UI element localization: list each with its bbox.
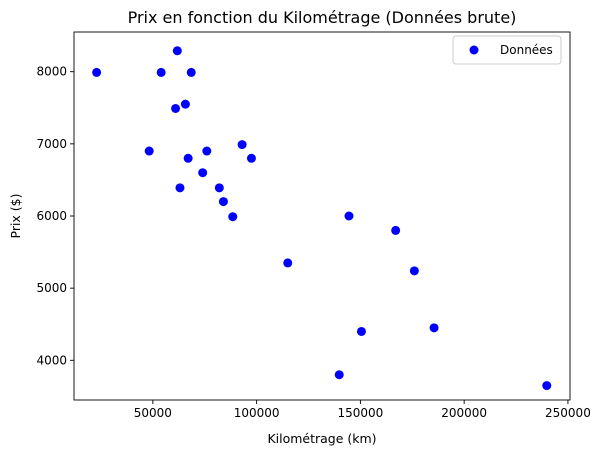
y-tick-label: 6000 xyxy=(36,209,67,223)
chart-title: Prix en fonction du Kilométrage (Données… xyxy=(128,8,517,27)
x-tick-label: 200000 xyxy=(441,406,487,420)
y-tick-label: 5000 xyxy=(36,281,67,295)
x-axis-label: Kilométrage (km) xyxy=(267,431,376,446)
x-tick-label: 100000 xyxy=(234,406,280,420)
data-point xyxy=(246,153,256,163)
y-tick-label: 4000 xyxy=(36,353,67,367)
x-tick-label: 50000 xyxy=(134,406,172,420)
data-point xyxy=(542,381,552,391)
legend-marker xyxy=(469,45,479,55)
data-point xyxy=(172,46,182,56)
y-axis-label: Prix ($) xyxy=(8,193,23,238)
data-point xyxy=(334,370,344,380)
data-point xyxy=(391,225,401,235)
data-point xyxy=(283,258,293,268)
data-point xyxy=(218,197,228,207)
data-point xyxy=(180,99,190,109)
data-point xyxy=(92,67,102,77)
data-point xyxy=(202,146,212,156)
data-point xyxy=(344,211,354,221)
legend-label: Données xyxy=(500,43,553,57)
data-point xyxy=(186,67,196,77)
data-point xyxy=(198,168,208,178)
data-point xyxy=(156,67,166,77)
legend: Données xyxy=(452,35,562,65)
data-point xyxy=(228,212,238,222)
legend-box xyxy=(452,35,562,65)
y-tick-label: 8000 xyxy=(36,65,67,79)
data-point xyxy=(175,183,185,193)
data-point xyxy=(237,140,247,150)
data-point xyxy=(429,323,439,333)
x-tick-label: 150000 xyxy=(337,406,383,420)
y-tick-label: 7000 xyxy=(36,137,67,151)
x-tick-label: 250000 xyxy=(545,406,591,420)
data-point xyxy=(171,103,181,113)
data-point xyxy=(183,153,193,163)
data-point xyxy=(214,183,224,193)
data-point xyxy=(356,326,366,336)
data-point xyxy=(144,146,154,156)
plot-area: 50000 100000 150000 200000 250000 4000 5000 600… xyxy=(36,31,591,420)
data-point xyxy=(409,266,419,276)
